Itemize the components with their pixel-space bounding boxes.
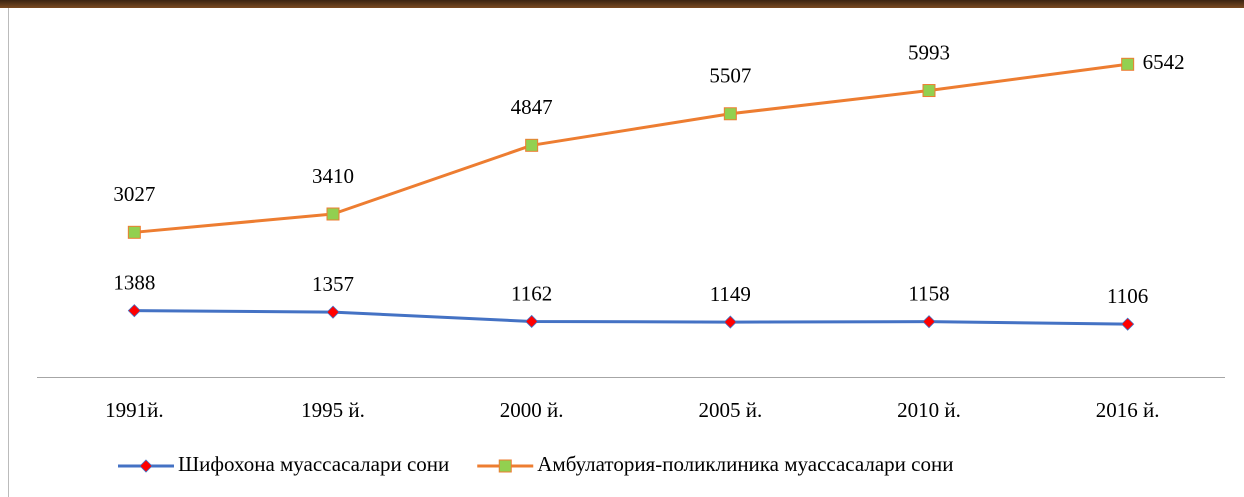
marker	[922, 315, 936, 329]
data-label: 1158	[908, 281, 949, 305]
data-label: 1388	[113, 270, 155, 294]
x-tick-label: 1995 й.	[301, 398, 365, 422]
series-line	[134, 309, 1128, 326]
marker	[326, 207, 340, 221]
data-label: 1162	[511, 281, 552, 305]
legend-label: Амбулатория-поликлиника муассасалари сон…	[537, 452, 953, 476]
data-label: 3027	[113, 182, 155, 206]
x-tick-label: 2016 й.	[1096, 398, 1160, 422]
data-label: 3410	[312, 164, 354, 188]
marker	[498, 459, 512, 473]
data-label: 1106	[1107, 284, 1148, 308]
x-tick-label: 2005 й.	[698, 398, 762, 422]
marker	[127, 225, 141, 239]
marker	[326, 305, 340, 319]
marker	[127, 304, 141, 318]
data-label: 6542	[1143, 50, 1185, 74]
marker	[525, 138, 539, 152]
data-label: 5507	[709, 64, 751, 88]
series-line	[134, 62, 1128, 234]
data-label: 1357	[312, 272, 354, 296]
x-tick-label: 1991й.	[105, 398, 164, 422]
marker	[525, 314, 539, 329]
top-border	[0, 0, 1244, 8]
x-tick-label: 2000 й.	[500, 398, 564, 422]
data-label: 4847	[511, 95, 553, 119]
marker	[723, 315, 737, 329]
legend-label: Шифохона муассасалари сони	[178, 452, 449, 476]
marker	[723, 107, 737, 121]
data-label: 1149	[710, 282, 751, 306]
data-label: 5993	[908, 40, 950, 64]
x-tick-label: 2010 й.	[897, 398, 961, 422]
marker	[1121, 57, 1135, 71]
marker	[922, 84, 936, 98]
marker	[1121, 317, 1135, 331]
marker	[139, 459, 153, 473]
